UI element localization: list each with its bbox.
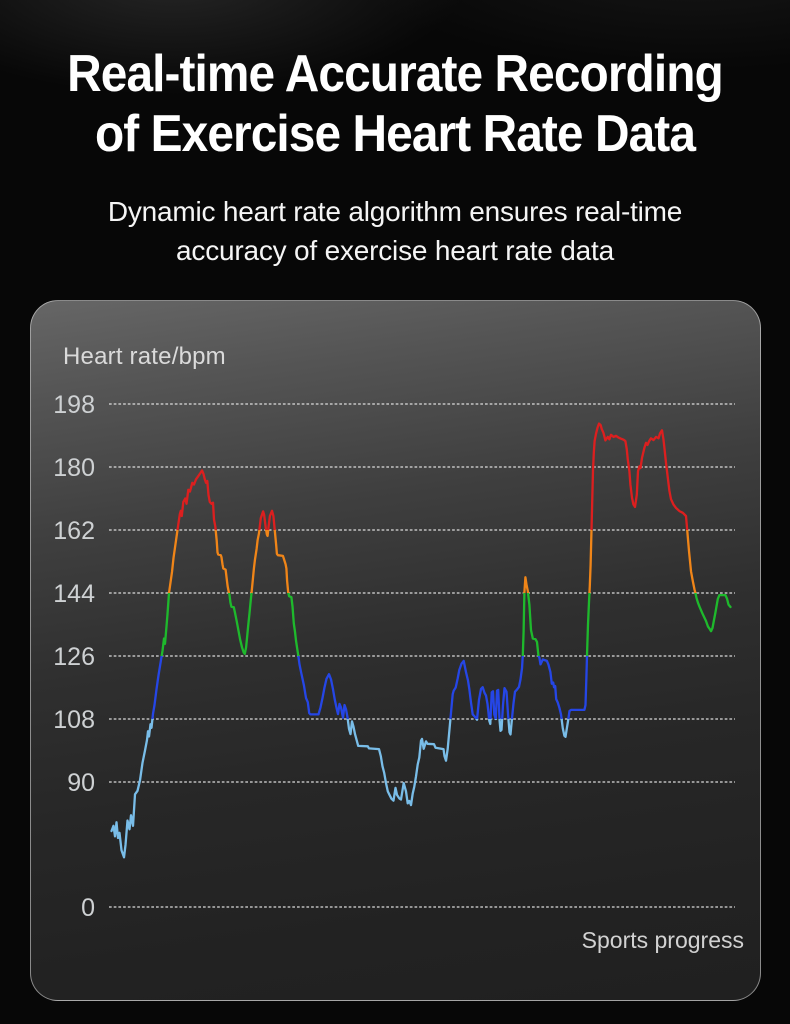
y-axis-tick-label: 90	[67, 769, 95, 797]
hero-section: Real-time Accurate Recording of Exercise …	[0, 0, 790, 271]
heart-rate-series-line	[110, 422, 732, 859]
y-axis-tick-label: 198	[53, 391, 95, 419]
page-title-line1: Real-time Accurate Recording	[67, 45, 724, 103]
chart-y-axis-title: Heart rate/bpm	[63, 343, 226, 370]
chart-x-axis-label: Sports progress	[581, 927, 744, 953]
page-subtitle-line2: accuracy of exercise heart rate data	[176, 235, 614, 267]
y-axis-tick-label: 108	[53, 706, 95, 734]
y-axis-tick-label: 180	[53, 454, 95, 482]
page-subtitle-line1: Dynamic heart rate algorithm ensures rea…	[107, 195, 683, 227]
page-title: Real-time Accurate Recording of Exercise …	[41, 44, 749, 165]
y-axis-tick-label: 144	[53, 580, 95, 608]
page-title-line2: of Exercise Heart Rate Data	[94, 105, 696, 164]
heart-rate-chart-card: 198 180 162 144 126 108 90 0 Heart rate/bpm Spo…	[30, 300, 761, 1001]
y-axis-tick-label: 0	[81, 894, 95, 922]
y-axis-tick-label: 126	[53, 643, 95, 671]
heart-rate-line-chart: 198 180 162 144 126 108 90 0	[53, 391, 735, 922]
y-axis-tick-label: 162	[53, 517, 95, 545]
page-subtitle: Dynamic heart rate algorithm ensures rea…	[30, 192, 760, 272]
